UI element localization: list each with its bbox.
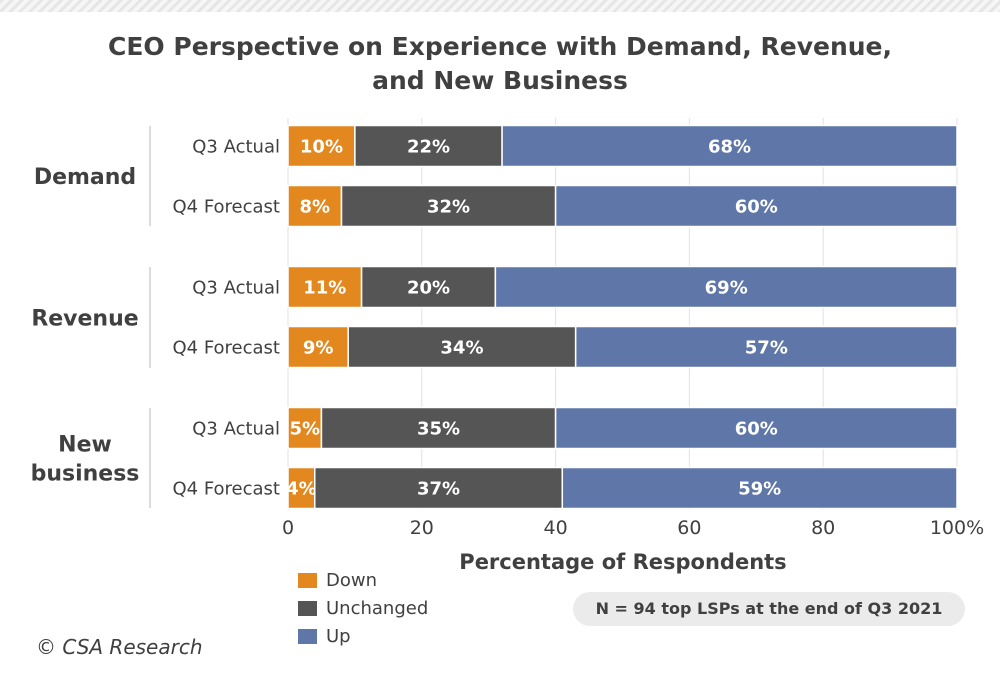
data-label: 20% (407, 278, 450, 299)
bar-segment (314, 466, 564, 510)
data-label: 22% (407, 137, 450, 158)
row-label: Q3 Actual (192, 137, 280, 158)
bar-segment (554, 406, 958, 450)
data-label: 35% (417, 419, 460, 440)
data-label: 69% (705, 278, 748, 299)
x-tick-label: 40 (544, 517, 568, 539)
x-tick-label: 20 (410, 517, 434, 539)
bar-segment (347, 325, 577, 369)
x-tick-label: 80 (811, 517, 835, 539)
group-label: Demand (34, 165, 136, 190)
bar-segment (340, 184, 557, 228)
bar-segment (561, 466, 958, 510)
bar-segment (494, 265, 958, 309)
legend-label: Unchanged (326, 597, 429, 619)
data-label: 11% (303, 278, 346, 299)
data-label: 60% (735, 197, 778, 218)
x-tick-label: 60 (677, 517, 701, 539)
data-label: 60% (735, 419, 778, 440)
bar-segment (287, 184, 343, 228)
bar-segment (574, 325, 958, 369)
data-label: 4% (286, 479, 317, 500)
bar-segment (287, 406, 323, 450)
data-label: 34% (440, 338, 483, 359)
chart-title: CEO Perspective on Experience with Deman… (0, 30, 1000, 98)
sample-size-note: N = 94 top LSPs at the end of Q3 2021 (573, 592, 965, 626)
decorative-top-stripe (0, 0, 1000, 12)
x-tick-label: 100% (930, 517, 984, 539)
data-label: 32% (427, 197, 470, 218)
group-label: business (31, 462, 140, 487)
row-label: Q4 Forecast (172, 338, 280, 359)
data-label: 37% (417, 479, 460, 500)
bar-segment (501, 124, 958, 168)
x-axis-title: Percentage of Respondents (459, 550, 786, 574)
data-label: 10% (300, 137, 343, 158)
legend-swatch (298, 600, 317, 616)
legend-swatch (298, 628, 317, 644)
chart-title-line-2: and New Business (372, 66, 628, 95)
bar-segment (554, 184, 958, 228)
data-label: 59% (738, 479, 781, 500)
legend-item: Up (298, 622, 428, 650)
group-label: Revenue (31, 307, 138, 332)
bar-segment (287, 466, 316, 510)
legend-item: Down (298, 566, 428, 594)
bar-segment (320, 406, 557, 450)
data-label: 9% (303, 338, 334, 359)
bar-segment (287, 325, 349, 369)
legend-label: Up (326, 625, 351, 647)
data-label: 5% (289, 419, 320, 440)
data-label: 57% (745, 338, 788, 359)
row-label: Q4 Forecast (172, 197, 280, 218)
legend-label: Down (326, 569, 378, 591)
row-label: Q3 Actual (192, 419, 280, 440)
data-label: 68% (708, 137, 751, 158)
legend-swatch (298, 572, 317, 588)
group-label: New (58, 433, 112, 458)
bar-segment (287, 265, 363, 309)
x-tick-label: 0 (282, 517, 294, 539)
legend: Down Unchanged Up (298, 566, 428, 650)
copyright-text: © CSA Research (36, 635, 203, 659)
legend-item: Unchanged (298, 594, 428, 622)
row-label: Q4 Forecast (172, 479, 280, 500)
data-label: 8% (299, 197, 330, 218)
chart-title-line-1: CEO Perspective on Experience with Deman… (107, 32, 893, 61)
row-label: Q3 Actual (192, 278, 280, 299)
